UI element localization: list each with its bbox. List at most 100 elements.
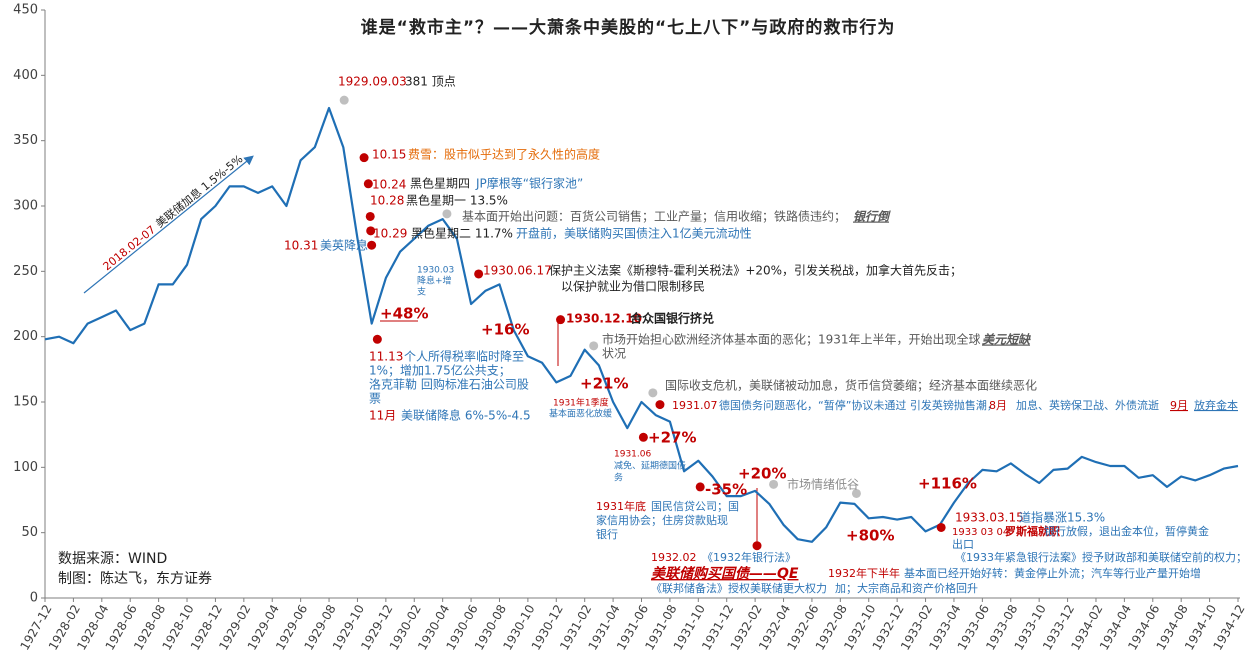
annotation: 10.31 xyxy=(284,239,318,253)
annotation: 10.15 xyxy=(372,148,406,162)
y-tick-label: 100 xyxy=(13,460,38,475)
annotation: 基本面恶化放缓 xyxy=(549,408,612,420)
y-tick-label: 300 xyxy=(13,199,38,214)
annotation: 1931年1季度 xyxy=(553,397,609,409)
annotation: 国际收支危机，美联储被动加息，货币信贷萎缩；经济基本面继续恶化 xyxy=(665,378,1037,393)
annotation: 10.28 xyxy=(370,194,404,208)
y-tick-label: 350 xyxy=(13,133,38,148)
y-tick-label: 50 xyxy=(21,525,38,540)
event-marker xyxy=(474,269,484,279)
event-marker xyxy=(339,95,349,105)
annotation: 8月 xyxy=(989,399,1007,412)
annotation: 11.13 xyxy=(369,350,403,364)
event-marker xyxy=(638,432,648,442)
annotation: +21% xyxy=(580,375,628,393)
annotation: 出口 xyxy=(952,537,974,551)
annotation: -35% xyxy=(705,481,747,499)
event-marker xyxy=(936,522,946,532)
y-tick-label: 200 xyxy=(13,329,38,344)
annotation: 费雪：股市似乎达到了永久性的高度 xyxy=(408,147,600,162)
annotation: 《1932年银行法》 xyxy=(702,550,796,564)
annotation: 市场开始担心欧洲经济体基本面的恶化；1931年上半年，开始出现全球 xyxy=(602,332,981,347)
arrow-text: 美联储加息 1.5%-5% xyxy=(153,152,246,231)
annotation: 1932.02 xyxy=(651,551,697,564)
annotation: 状况 xyxy=(602,347,626,361)
price-line xyxy=(44,106,1239,543)
annotation: +20% xyxy=(738,465,786,483)
annotation: 1930.03 xyxy=(417,266,454,276)
annotation: 家信用协会；住房贷款贴现 xyxy=(596,513,728,527)
annotation: 国民信贷公司；国 xyxy=(651,499,739,513)
annotation: 黑色星期四 xyxy=(410,177,470,191)
annotation: 个人所得税率临时降至 xyxy=(404,349,524,364)
annotation: 保护主义法案《斯穆特-霍利关税法》+20%，引发关税战，加拿大首先反击； xyxy=(549,263,962,278)
annotation: 罗斯福就职 xyxy=(1005,524,1060,538)
y-tick-label: 0 xyxy=(30,591,38,606)
annotation: 加息、英镑保卫战、外债流逝 xyxy=(1016,398,1159,412)
annotation: 1931.06 xyxy=(614,450,651,460)
event-marker xyxy=(655,400,665,410)
annotation: 降息+增 xyxy=(417,275,452,287)
annotation: 银行倒 xyxy=(853,210,891,224)
event-marker xyxy=(851,488,861,498)
annotation: +27% xyxy=(648,429,696,447)
annotation: 以保护就业为借口限制移民 xyxy=(561,280,705,294)
annotation: 1931年底 xyxy=(596,499,646,513)
event-marker xyxy=(695,482,705,492)
annotation: 市场情绪低谷 xyxy=(787,477,859,492)
annotation: 1929.09.03 xyxy=(338,75,407,89)
annotation: 《联邦储备法》授权美联储更大权力 xyxy=(651,581,827,595)
credit: 制图：陈达飞，东方证券 xyxy=(58,570,212,587)
annotation: 基本面开始出问题：百货公司销售；工业产量；信用收缩；铁路债违约； xyxy=(462,209,846,224)
annotation: 美联储降息 6%-5%-4.5 xyxy=(401,408,531,423)
annotation: 银行放假，退出金本位，暂停黄金 xyxy=(1044,524,1209,538)
y-tick-label: 400 xyxy=(13,68,38,83)
event-marker xyxy=(363,179,373,189)
annotation: +80% xyxy=(846,527,894,545)
arrow-label: 2018.02-07 美联储加息 1.5%-5% xyxy=(101,152,246,274)
annotation: 11月 xyxy=(369,409,396,423)
annotation: 美元短缺 xyxy=(982,333,1031,347)
annotation: +116% xyxy=(918,475,977,493)
annotation: 美联储购买国债——QE xyxy=(651,565,799,582)
annotation: 德国债务问题恶化，“暂停”协议未通过 引发英镑抛售潮， xyxy=(719,398,998,412)
event-marker xyxy=(367,240,377,250)
event-marker xyxy=(769,479,779,489)
y-tick-label: 250 xyxy=(13,264,38,279)
annotation: 381 顶点 xyxy=(405,75,456,89)
event-marker xyxy=(589,341,599,351)
event-marker xyxy=(752,541,762,551)
annotation: 1930.12.10 xyxy=(566,312,642,326)
annotation: 支 xyxy=(417,286,426,298)
trend-arrow xyxy=(83,155,254,294)
annotation: 1%；增加1.75亿公共支； xyxy=(369,363,511,378)
annotation: 票 xyxy=(369,392,381,406)
annotation: 务 xyxy=(614,472,623,484)
source: 数据来源：WIND xyxy=(58,551,167,567)
event-marker xyxy=(366,226,376,236)
annotation: +16% xyxy=(481,321,529,339)
annotation: 1933 03 04 xyxy=(952,527,1009,538)
annotation: 10.24 xyxy=(372,178,406,192)
annotation: 道指暴涨15.3% xyxy=(1019,510,1105,525)
y-tick-label: 450 xyxy=(13,3,38,18)
annotation: 放弃金本 xyxy=(1194,398,1238,412)
event-marker xyxy=(372,334,382,344)
annotation: 加；大宗商品和资产价格回升 xyxy=(835,581,978,595)
annotation: 9月 xyxy=(1170,399,1188,412)
annotation: 银行 xyxy=(596,527,618,541)
annotation: +48% xyxy=(380,305,428,323)
annotation: JP摩根等“银行家池” xyxy=(475,176,583,191)
annotation: 黑色星期一 13.5% xyxy=(406,194,508,208)
annotation: 减免、延期德国债 xyxy=(614,460,686,472)
annotation: 合众国银行挤兑 xyxy=(630,311,714,326)
annotation: 1932年下半年 xyxy=(828,566,900,580)
annotation: 黑色星期二 11.7% xyxy=(411,227,513,241)
annotation: 10.29 xyxy=(373,227,407,241)
annotation: 美英降息 xyxy=(320,238,368,253)
arrow-date: 2018.02-07 xyxy=(101,223,159,273)
annotation: 1931.07 xyxy=(672,399,718,412)
event-marker xyxy=(648,388,658,398)
annotation: 1930.06.17 xyxy=(483,264,552,278)
